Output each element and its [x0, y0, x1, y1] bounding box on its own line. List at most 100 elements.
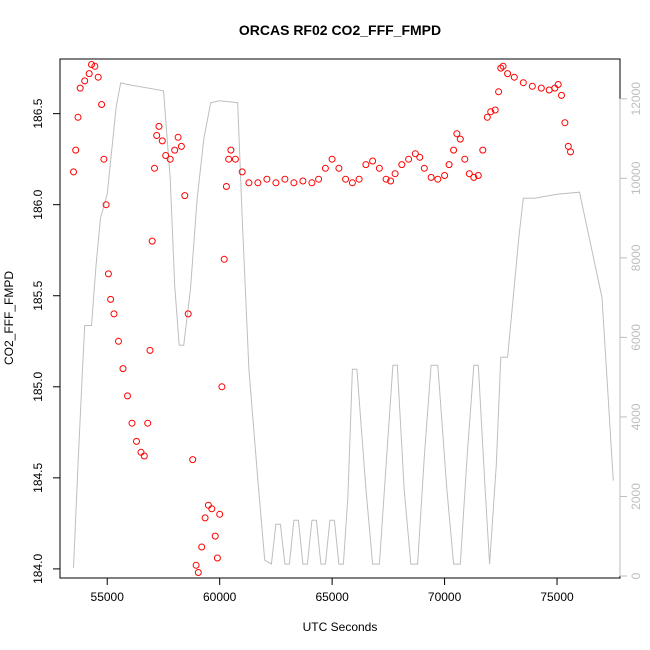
co2-point-6	[88, 61, 95, 68]
altitude-line	[73, 82, 614, 569]
co2-point-28	[158, 137, 166, 145]
y2-tick-label: 0	[629, 572, 643, 579]
co2-point-11	[102, 201, 110, 209]
co2-point-98	[510, 73, 518, 81]
y-axis: 184.0 184.5 185.0 185.5 186.0 186.5	[31, 98, 61, 584]
co2-point-105	[558, 91, 565, 99]
co2-point-69	[369, 157, 377, 165]
co2-point-103	[551, 84, 559, 92]
x-tick-label: 65000	[315, 590, 349, 604]
co2-point-73	[391, 170, 399, 178]
co2-point-86	[461, 155, 469, 163]
co2-point-70	[375, 164, 383, 172]
y-tick-label: 186.0	[31, 189, 45, 219]
co2-point-8	[94, 73, 102, 81]
co2-point-55	[263, 175, 271, 183]
co2-point-32	[174, 133, 182, 141]
co2-point-83	[450, 146, 458, 154]
co2-point-36	[189, 456, 197, 464]
co2-point-96	[499, 62, 507, 70]
co2-point-99	[519, 79, 527, 87]
co2-point-62	[321, 164, 329, 172]
co2-point-16	[119, 365, 127, 373]
y2-tick-label: 8000	[629, 244, 643, 271]
co2-point-12	[104, 270, 112, 278]
co2-point-94	[495, 88, 503, 96]
co2-point-85	[456, 135, 464, 143]
co2-point-7	[91, 62, 99, 70]
co2-point-90	[479, 146, 487, 154]
y2-tick-label: 12000	[629, 82, 643, 116]
co2-point-65	[342, 175, 350, 183]
co2-point-29	[162, 152, 170, 159]
y-tick-label: 185.0	[31, 371, 45, 401]
co2-point-40	[201, 514, 209, 522]
co2-point-68	[362, 161, 370, 169]
co2-point-41	[204, 501, 212, 509]
co2-point-72	[387, 177, 395, 185]
co2-point-25	[151, 164, 158, 172]
y2-tick-label: 10000	[629, 161, 643, 195]
co2-point-49	[225, 155, 233, 163]
co2-point-102	[545, 86, 553, 94]
co2-point-61	[315, 175, 323, 183]
x-axis: 55000 60000 65000 70000 75000	[91, 577, 574, 604]
co2-point-80	[434, 175, 442, 183]
co2-point-5	[85, 70, 93, 78]
y-axis-label: CO2_FFF_FMPD	[2, 271, 16, 365]
co2-point-18	[128, 419, 136, 427]
co2-point-37	[192, 561, 200, 569]
co2-point-19	[133, 437, 140, 445]
co2-point-93	[491, 106, 499, 114]
x-tick-label: 75000	[540, 590, 574, 604]
co2-point-67	[355, 175, 363, 183]
co2-point-46	[218, 383, 226, 391]
co2-point-20	[137, 448, 145, 456]
co2-point-79	[427, 173, 435, 181]
co2-point-59	[299, 177, 307, 185]
co2-point-56	[272, 179, 280, 187]
y-tick-label: 186.5	[31, 98, 45, 128]
co2-point-0	[70, 168, 77, 176]
y-tick-label: 185.5	[31, 280, 45, 310]
co2-point-45	[216, 510, 224, 518]
co2-point-48	[222, 183, 230, 190]
co2-point-74	[398, 161, 406, 169]
co2-point-35	[184, 310, 192, 318]
chart-title: ORCAS RF02 CO2_FFF_FMPD	[239, 22, 441, 38]
co2-point-82	[445, 161, 453, 169]
co2-point-78	[420, 164, 428, 172]
co2-point-22	[144, 419, 152, 427]
co2-point-64	[335, 164, 343, 172]
co2-point-81	[441, 172, 449, 179]
co2-point-52	[238, 168, 246, 176]
co2-point-30	[166, 155, 174, 163]
co2-point-14	[110, 310, 118, 318]
co2-point-2	[74, 113, 82, 121]
plot-frame	[59, 58, 621, 579]
co2-point-3	[76, 84, 84, 92]
co2-point-71	[382, 175, 390, 183]
co2-point-39	[198, 543, 206, 551]
co2-point-84	[453, 130, 461, 138]
co2-point-10	[100, 155, 108, 163]
co2-point-75	[405, 155, 413, 163]
co2-point-89	[474, 172, 482, 179]
y2-tick-label: 4000	[629, 403, 643, 430]
co2-point-57	[281, 175, 289, 183]
co2-point-87	[465, 170, 473, 178]
co2-point-44	[213, 554, 221, 562]
co2-point-66	[348, 179, 356, 187]
x-tick-label: 60000	[203, 590, 237, 604]
co2-point-17	[124, 392, 131, 400]
co2-point-13	[107, 295, 115, 303]
y-tick-label: 184.0	[31, 554, 45, 584]
co2-point-15	[115, 337, 122, 345]
x-axis-label: UTC Seconds	[303, 620, 378, 634]
co2-point-77	[416, 153, 424, 161]
co2-point-53	[245, 179, 253, 187]
co2-point-33	[177, 142, 185, 150]
co2-point-4	[81, 77, 89, 85]
co2-point-50	[227, 146, 235, 154]
